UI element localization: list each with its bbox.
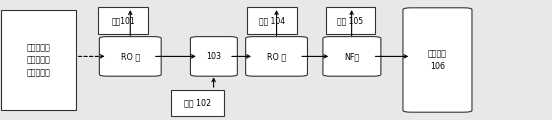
FancyBboxPatch shape [246,37,307,76]
FancyBboxPatch shape [323,37,381,76]
FancyBboxPatch shape [190,37,237,76]
FancyBboxPatch shape [403,8,472,112]
Text: 母液 102: 母液 102 [184,99,211,108]
FancyBboxPatch shape [99,37,161,76]
Text: RO 膜: RO 膜 [121,52,140,61]
Text: 浓水101: 浓水101 [112,16,135,25]
FancyBboxPatch shape [326,7,375,34]
Text: RO 膜: RO 膜 [267,52,286,61]
Text: 中水回用
106: 中水回用 106 [428,49,447,71]
Text: 一次打浆液
二次打浆液
三次打浆液: 一次打浆液 二次打浆液 三次打浆液 [26,43,50,77]
Text: 浓水 104: 浓水 104 [259,16,285,25]
FancyBboxPatch shape [247,7,297,34]
FancyBboxPatch shape [171,90,224,116]
FancyBboxPatch shape [1,10,76,110]
Text: 浓水 105: 浓水 105 [337,16,364,25]
Text: NF膜: NF膜 [344,52,359,61]
Text: 103: 103 [206,52,221,61]
FancyBboxPatch shape [98,7,148,34]
